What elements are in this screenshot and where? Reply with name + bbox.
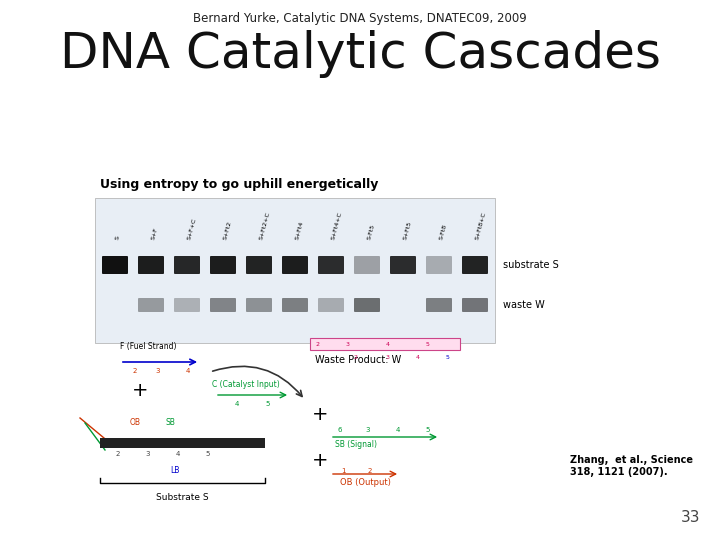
Text: Waste Product: W: Waste Product: W: [315, 355, 401, 365]
Text: 5: 5: [426, 427, 430, 433]
Text: substrate S: substrate S: [503, 260, 559, 270]
FancyBboxPatch shape: [354, 298, 380, 312]
Text: +: +: [132, 381, 148, 400]
Text: OB (Output): OB (Output): [340, 478, 391, 487]
FancyBboxPatch shape: [138, 298, 164, 312]
Text: Bernard Yurke, Catalytic DNA Systems, DNATEC09, 2009: Bernard Yurke, Catalytic DNA Systems, DN…: [193, 12, 527, 25]
Text: 5: 5: [446, 355, 450, 360]
Text: S+Ft4: S+Ft4: [295, 220, 305, 240]
Text: +: +: [312, 450, 328, 469]
FancyBboxPatch shape: [102, 256, 128, 274]
Text: S+Ft4+C: S+Ft4+C: [331, 211, 343, 240]
Text: S-Ft5: S-Ft5: [367, 223, 376, 240]
Text: 2: 2: [353, 355, 357, 360]
Text: 2: 2: [368, 468, 372, 474]
FancyBboxPatch shape: [210, 298, 236, 312]
Text: 3: 3: [386, 355, 390, 360]
Text: 5: 5: [426, 341, 430, 347]
Text: S: S: [115, 235, 121, 240]
Text: Using entropy to go uphill energetically: Using entropy to go uphill energetically: [100, 178, 379, 191]
Text: S+F: S+F: [151, 226, 159, 240]
Text: S+Ft5: S+Ft5: [403, 220, 413, 240]
Text: 5: 5: [206, 451, 210, 457]
FancyBboxPatch shape: [246, 298, 272, 312]
Bar: [95, 198, 495, 343]
Text: 4: 4: [186, 368, 190, 374]
FancyBboxPatch shape: [390, 256, 416, 274]
FancyBboxPatch shape: [282, 256, 308, 274]
Text: SB (Signal): SB (Signal): [335, 440, 377, 449]
Text: 3: 3: [145, 451, 150, 457]
Text: 4: 4: [396, 427, 400, 433]
Text: Zhang,  et al., Science
318, 1121 (2007).: Zhang, et al., Science 318, 1121 (2007).: [570, 455, 693, 477]
Text: SB: SB: [165, 418, 175, 427]
Text: 3: 3: [366, 427, 370, 433]
Text: waste W: waste W: [503, 300, 545, 310]
FancyBboxPatch shape: [462, 298, 488, 312]
FancyBboxPatch shape: [246, 256, 272, 274]
Bar: [310, 338, 460, 350]
FancyBboxPatch shape: [174, 298, 200, 312]
Text: 2: 2: [116, 451, 120, 457]
FancyBboxPatch shape: [426, 256, 452, 274]
Text: 4: 4: [235, 401, 239, 407]
FancyBboxPatch shape: [138, 256, 164, 274]
Text: 4: 4: [416, 355, 420, 360]
FancyBboxPatch shape: [282, 298, 308, 312]
Text: Substrate S: Substrate S: [156, 493, 209, 502]
FancyBboxPatch shape: [210, 256, 236, 274]
Text: S+Ft2: S+Ft2: [223, 220, 233, 240]
Text: S+Ft2+C: S+Ft2+C: [259, 211, 271, 240]
FancyBboxPatch shape: [426, 298, 452, 312]
FancyBboxPatch shape: [318, 298, 344, 312]
FancyBboxPatch shape: [318, 256, 344, 274]
Text: 1: 1: [341, 468, 346, 474]
Text: 5: 5: [266, 401, 270, 407]
Text: S+Ft8+C: S+Ft8+C: [475, 211, 487, 240]
Text: S-Ft8: S-Ft8: [439, 223, 448, 240]
Text: +: +: [312, 406, 328, 424]
Text: OB: OB: [130, 418, 140, 427]
Text: F (Fuel Strand): F (Fuel Strand): [120, 342, 176, 351]
Text: 33: 33: [680, 510, 700, 525]
Text: 3: 3: [156, 368, 161, 374]
Text: S+F+C: S+F+C: [187, 217, 197, 240]
Text: 6: 6: [338, 427, 342, 433]
Text: 4: 4: [386, 341, 390, 347]
FancyBboxPatch shape: [174, 256, 200, 274]
Bar: [100, 438, 265, 448]
Text: LB: LB: [171, 466, 180, 475]
Text: 4: 4: [176, 451, 180, 457]
Text: 2: 2: [132, 368, 138, 374]
Text: C (Catalyst Input): C (Catalyst Input): [212, 380, 280, 389]
Text: DNA Catalytic Cascades: DNA Catalytic Cascades: [60, 30, 660, 78]
Text: 3: 3: [346, 341, 350, 347]
Text: 2: 2: [316, 341, 320, 347]
FancyBboxPatch shape: [462, 256, 488, 274]
FancyBboxPatch shape: [354, 256, 380, 274]
